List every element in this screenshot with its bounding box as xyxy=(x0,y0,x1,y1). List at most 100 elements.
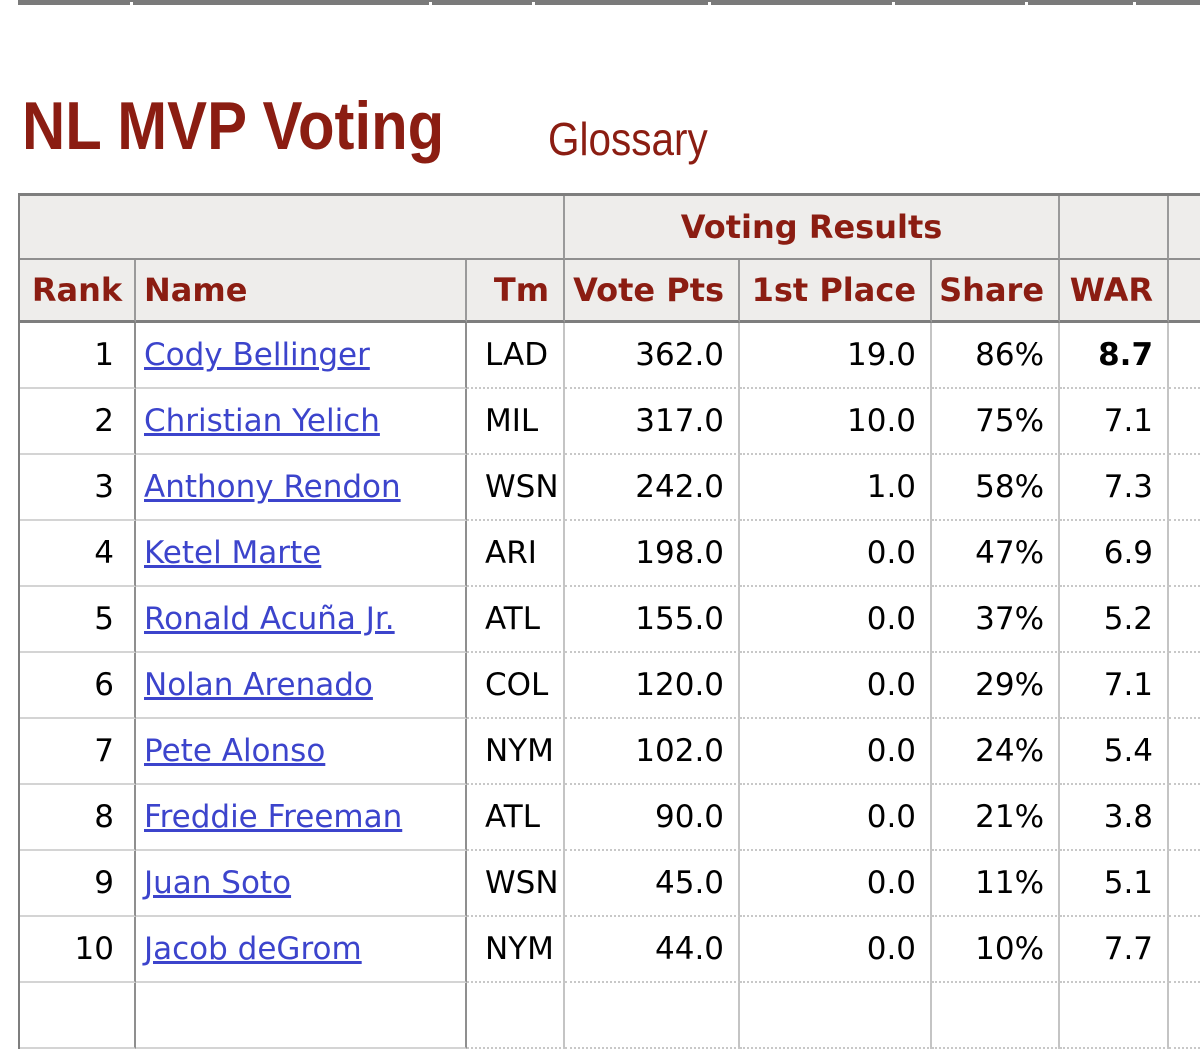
war-cell: 5.2 xyxy=(1060,587,1170,653)
player-link[interactable]: Christian Yelich xyxy=(144,403,380,439)
vote-pts-cell: 45.0 xyxy=(565,851,741,917)
team-cell: NYM xyxy=(467,719,566,785)
rank-cell: 7 xyxy=(20,719,136,785)
player-link[interactable]: Juan Soto xyxy=(144,865,292,901)
column-header-row: Rank Name Tm Vote Pts 1st Place Share WA… xyxy=(20,260,1200,323)
player-link[interactable]: Nolan Arenado xyxy=(144,667,373,703)
player-link[interactable]: Ketel Marte xyxy=(144,535,322,571)
glossary-link[interactable]: Glossary xyxy=(548,113,708,165)
player-name-cell: Freddie Freeman xyxy=(136,785,467,851)
table-edge-notch xyxy=(708,2,711,5)
team-cell: COL xyxy=(467,653,566,719)
share-cell: 75% xyxy=(932,389,1061,455)
rank-cell: 9 xyxy=(20,851,136,917)
vote-pts-cell: 155.0 xyxy=(565,587,741,653)
share-cell: 11% xyxy=(932,851,1061,917)
player-link[interactable]: Cody Bellinger xyxy=(144,337,370,373)
player-link[interactable]: Freddie Freeman xyxy=(144,799,403,835)
vote-pts-cell: 362.0 xyxy=(565,323,741,389)
column-header-name[interactable]: Name xyxy=(136,260,467,323)
group-header-war-section xyxy=(1060,196,1170,260)
table-edge-notch xyxy=(1025,2,1028,5)
player-link[interactable]: Pete Alonso xyxy=(144,733,326,769)
first-place-cell: 0.0 xyxy=(740,719,933,785)
rank-cell: 1 xyxy=(20,323,136,389)
share-cell: 58% xyxy=(932,455,1061,521)
vote-pts-cell: 102.0 xyxy=(565,719,741,785)
player-link[interactable]: Ronald Acuña Jr. xyxy=(144,601,395,637)
war-cell: 7.1 xyxy=(1060,653,1170,719)
clipped-cell xyxy=(1169,719,1200,785)
player-name-cell: Jacob deGrom xyxy=(136,917,467,983)
table-row: 1 Cody Bellinger LAD 362.0 19.0 86% 8.7 xyxy=(20,323,1200,389)
vote-pts-cell: 198.0 xyxy=(565,521,741,587)
vote-pts-cell: 317.0 xyxy=(565,389,741,455)
team-cell: NYM xyxy=(467,917,566,983)
column-header-rank[interactable]: Rank xyxy=(20,260,136,323)
clipped-cell xyxy=(1169,389,1200,455)
war-cell: 5.4 xyxy=(1060,719,1170,785)
table-row: 7 Pete Alonso NYM 102.0 0.0 24% 5.4 xyxy=(20,719,1200,785)
war-cell xyxy=(1060,983,1170,1049)
clipped-cell xyxy=(1169,785,1200,851)
vote-pts-cell: 44.0 xyxy=(565,917,741,983)
table-edge-notch xyxy=(1133,2,1136,5)
clipped-cell xyxy=(1169,587,1200,653)
player-name-cell xyxy=(136,983,467,1049)
rank-cell: 10 xyxy=(20,917,136,983)
team-cell: MIL xyxy=(467,389,566,455)
player-link[interactable]: Jacob deGrom xyxy=(144,931,362,967)
table-row: 4 Ketel Marte ARI 198.0 0.0 47% 6.9 xyxy=(20,521,1200,587)
share-cell: 21% xyxy=(932,785,1061,851)
group-header-clipped xyxy=(1169,196,1200,260)
table-row: 8 Freddie Freeman ATL 90.0 0.0 21% 3.8 xyxy=(20,785,1200,851)
column-header-1st-place[interactable]: 1st Place xyxy=(740,260,933,323)
war-cell: 3.8 xyxy=(1060,785,1170,851)
table-row: 5 Ronald Acuña Jr. ATL 155.0 0.0 37% 5.2 xyxy=(20,587,1200,653)
rank-cell: 8 xyxy=(20,785,136,851)
group-header-empty xyxy=(20,196,566,260)
mvp-voting-table: Voting Results Rank Name Tm Vote Pts 1st… xyxy=(18,193,1200,1049)
first-place-cell: 0.0 xyxy=(740,653,933,719)
player-link[interactable]: Anthony Rendon xyxy=(144,469,401,505)
rank-cell xyxy=(20,983,136,1049)
column-header-tm[interactable]: Tm xyxy=(467,260,566,323)
first-place-cell: 0.0 xyxy=(740,521,933,587)
table-edge-notch xyxy=(429,2,432,5)
table-row: 3 Anthony Rendon WSN 242.0 1.0 58% 7.3 xyxy=(20,455,1200,521)
table-row: 10 Jacob deGrom NYM 44.0 0.0 10% 7.7 xyxy=(20,917,1200,983)
player-name-cell: Nolan Arenado xyxy=(136,653,467,719)
player-name-cell: Anthony Rendon xyxy=(136,455,467,521)
page-title: NL MVP Voting xyxy=(22,88,445,164)
clipped-cell xyxy=(1169,851,1200,917)
table-edge-notch xyxy=(532,2,535,5)
player-name-cell: Ronald Acuña Jr. xyxy=(136,587,467,653)
first-place-cell: 0.0 xyxy=(740,587,933,653)
war-cell: 8.7 xyxy=(1060,323,1170,389)
clipped-cell xyxy=(1169,653,1200,719)
column-header-vote-pts[interactable]: Vote Pts xyxy=(565,260,741,323)
rank-cell: 5 xyxy=(20,587,136,653)
war-cell: 6.9 xyxy=(1060,521,1170,587)
share-cell: 86% xyxy=(932,323,1061,389)
vote-pts-cell: 120.0 xyxy=(565,653,741,719)
column-header-share[interactable]: Share xyxy=(932,260,1061,323)
first-place-cell: 19.0 xyxy=(740,323,933,389)
first-place-cell xyxy=(740,983,933,1049)
player-name-cell: Christian Yelich xyxy=(136,389,467,455)
table-edge-notch xyxy=(130,2,133,5)
team-cell: LAD xyxy=(467,323,566,389)
player-name-cell: Ketel Marte xyxy=(136,521,467,587)
column-header-war[interactable]: WAR xyxy=(1060,260,1170,323)
table-row: 6 Nolan Arenado COL 120.0 0.0 29% 7.1 xyxy=(20,653,1200,719)
group-header-row: Voting Results xyxy=(20,196,1200,260)
rank-cell: 3 xyxy=(20,455,136,521)
first-place-cell: 1.0 xyxy=(740,455,933,521)
player-name-cell: Juan Soto xyxy=(136,851,467,917)
table-edge-notch xyxy=(892,2,895,5)
rank-cell: 2 xyxy=(20,389,136,455)
table-row-partial xyxy=(20,983,1200,1049)
rank-cell: 4 xyxy=(20,521,136,587)
first-place-cell: 0.0 xyxy=(740,851,933,917)
table-row: 2 Christian Yelich MIL 317.0 10.0 75% 7.… xyxy=(20,389,1200,455)
